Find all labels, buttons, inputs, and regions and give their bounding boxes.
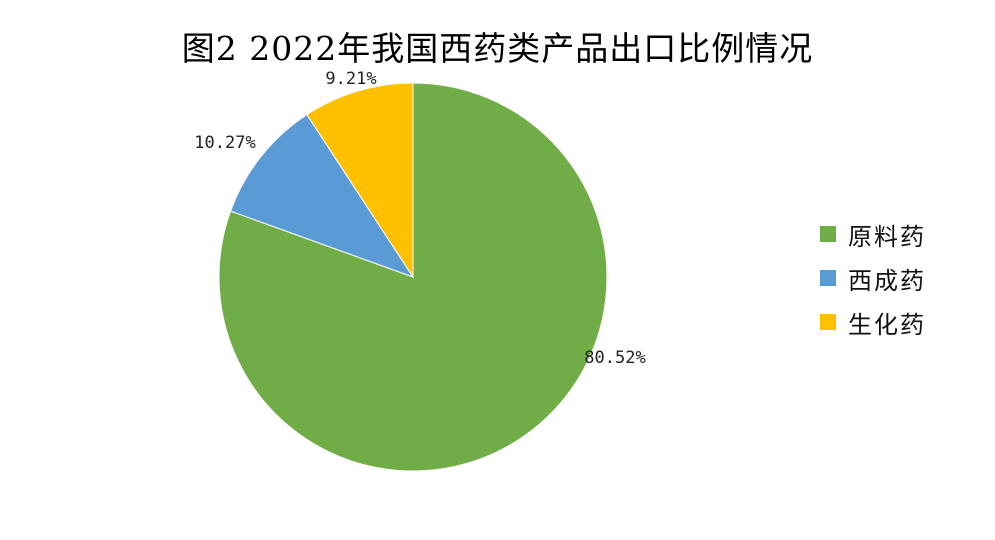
chart-title: 图2 2022年我国西药类产品出口比例情况 bbox=[181, 29, 814, 68]
legend-item-shenghuayao: 生化药 bbox=[820, 300, 926, 344]
legend-item-xichengyao: 西成药 bbox=[820, 256, 926, 300]
legend-label: 生化药 bbox=[848, 310, 926, 339]
legend-label: 原料药 bbox=[848, 222, 926, 251]
legend-swatch bbox=[820, 270, 836, 286]
data-label-shenghuayao: 9.21% bbox=[325, 69, 376, 89]
legend-swatch bbox=[820, 314, 836, 330]
pie-slice-xichengyao bbox=[229, 113, 415, 278]
data-label-yuanliaoyao: 80.52% bbox=[584, 348, 645, 368]
pie-slice-shenghuayao bbox=[306, 82, 414, 279]
legend-label: 西成药 bbox=[848, 266, 926, 295]
legend-item-yuanliaoyao: 原料药 bbox=[820, 212, 926, 256]
legend: 原料药 西成药 生化药 bbox=[820, 212, 926, 344]
data-label-xichengyao: 10.27% bbox=[194, 133, 255, 153]
pie-slice-yuanliaoyao bbox=[218, 82, 608, 472]
legend-swatch bbox=[820, 226, 836, 242]
